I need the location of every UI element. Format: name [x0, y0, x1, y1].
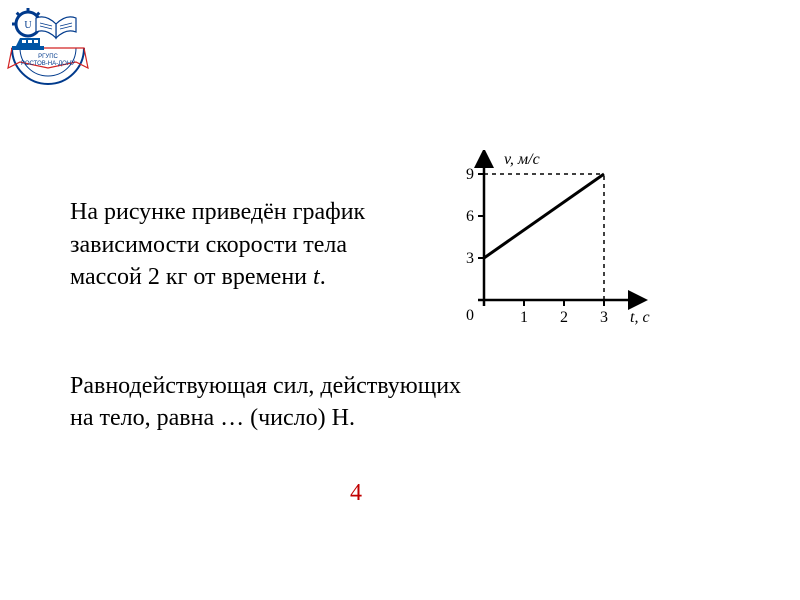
problem-row: На рисунке приведён график зависимости с…: [70, 150, 730, 340]
question-line1: Равнодействующая сил, действующих: [70, 373, 461, 399]
svg-text:3: 3: [600, 309, 608, 326]
logo-title: РГУПС: [38, 54, 58, 60]
problem-var-t: t: [313, 264, 320, 290]
velocity-chart: 1 2 3 3 6 9 0 v, м/с t, с: [440, 150, 660, 340]
logo-u-letter: U: [24, 20, 32, 31]
problem-line3-suffix: .: [320, 264, 326, 290]
question-text: Равнодействующая сил, действующих на тел…: [70, 370, 640, 435]
svg-text:1: 1: [520, 309, 528, 326]
answer-value: 4: [350, 480, 362, 507]
problem-line2: зависимости скорости тела: [70, 232, 347, 258]
logo-subtitle: РОСТОВ-НА-ДОНУ: [21, 61, 75, 67]
svg-text:0: 0: [466, 307, 474, 324]
problem-line3-prefix: массой 2 кг от времени: [70, 264, 313, 290]
university-logo: U РГУПС РОСТОВ-НА-ДОНУ: [6, 8, 90, 86]
svg-text:9: 9: [466, 166, 474, 183]
problem-line1: На рисунке приведён график: [70, 199, 365, 225]
svg-text:3: 3: [466, 250, 474, 267]
question-line2: на тело, равна … (число) Н.: [70, 405, 355, 431]
svg-text:6: 6: [466, 208, 474, 225]
svg-text:2: 2: [560, 309, 568, 326]
svg-text:t, с: t, с: [630, 309, 650, 326]
problem-statement: На рисунке приведён график зависимости с…: [70, 196, 430, 293]
svg-text:v, м/с: v, м/с: [504, 151, 540, 168]
